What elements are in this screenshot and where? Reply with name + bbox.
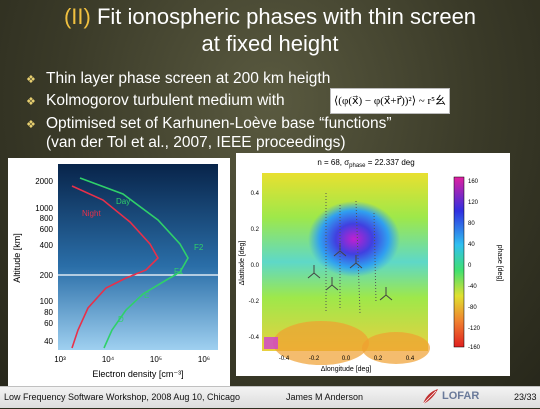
kolmogorov-formula: ⟨(φ(x⃗) − φ(x⃗+r⃗))²⟩ ~ r⁵⼳ (330, 88, 450, 114)
label-e: E (144, 291, 149, 300)
altitude-y-label: Altitude [km] (12, 233, 22, 283)
lon-tick: 0.0 (342, 356, 351, 362)
x-tick: 10⁶ (198, 355, 210, 364)
lon-axis-label: Δlongitude [deg] (321, 366, 372, 373)
footer-author: James M Anderson (286, 392, 364, 402)
footer-logo-text: LOFAR (442, 390, 480, 402)
colorbar-tick: 120 (468, 200, 479, 206)
colorbar-ticks: 160 120 80 40 0 -40 -80 -120 -160 (468, 179, 481, 351)
density-x-label: Electron density [cm⁻³] (92, 369, 183, 379)
colorbar-tick: 160 (468, 179, 479, 185)
colorbar-label: phase [deg] (496, 245, 503, 282)
bullet-citation: (van der Tol et al., 2007, IEEE proceedi… (46, 134, 346, 151)
lon-tick: -0.4 (279, 356, 290, 362)
y-tick: 2000 (35, 177, 53, 186)
map-orange-region (273, 321, 369, 365)
colorbar-tick: -80 (468, 305, 477, 311)
lat-tick: 0.0 (251, 263, 260, 269)
slide-footer: Low Frequency Software Workshop, 2008 Au… (0, 386, 540, 408)
lat-tick: -0.2 (249, 299, 260, 305)
colorbar-tick: -160 (468, 345, 481, 351)
map-corner-patch (264, 337, 278, 349)
lon-tick: 0.2 (374, 356, 383, 362)
label-f1: F1 (174, 267, 184, 276)
x-tick: 10⁴ (102, 355, 115, 364)
track-line (355, 200, 361, 314)
lat-tick: -0.4 (249, 335, 260, 341)
y-tick: 60 (44, 319, 53, 328)
colorbar-tick: 80 (468, 221, 475, 227)
colorbar-tick: 0 (468, 263, 472, 269)
phase-screen-map: n = 68, σphase = 22.337 deg 0.4 0.2 0.0 … (236, 153, 510, 376)
altitude-profile-svg: Day Night F2 F1 E D 2000 1000 800 600 40… (12, 164, 218, 379)
lon-tick: 0.4 (406, 356, 415, 362)
y-tick: 40 (44, 337, 53, 346)
phase-map-svg: n = 68, σphase = 22.337 deg 0.4 0.2 0.0 … (239, 158, 503, 373)
altitude-profile-plot: Day Night F2 F1 E D 2000 1000 800 600 40… (8, 158, 230, 386)
title-prefix: (II) (63, 4, 91, 29)
y-tick: 600 (40, 225, 54, 234)
bullet-text: Kolmogorov turbulent medium with (46, 92, 285, 109)
lat-ticks: 0.4 0.2 0.0 -0.2 -0.4 (249, 191, 260, 341)
phase-colorbar (453, 176, 465, 348)
lon-ticks: -0.4 -0.2 0.0 0.2 0.4 (279, 356, 415, 362)
station-marker-icon (325, 277, 339, 291)
phase-map-title: n = 68, σphase = 22.337 deg (317, 158, 414, 169)
night-profile-curve (71, 185, 159, 349)
footer-workshop: Low Frequency Software Workshop, 2008 Au… (4, 392, 240, 402)
bullet-text: Thin layer phase screen at 200 km heigth (46, 70, 331, 87)
lat-tick: 0.2 (251, 227, 260, 233)
y-tick: 800 (40, 214, 54, 223)
label-f2: F2 (194, 243, 204, 252)
footer-page-number: 23/33 (514, 392, 537, 402)
bullet-marker-icon: ❖ (26, 74, 36, 86)
slide-title-line1: (II) Fit ionospheric phases with thin sc… (0, 4, 540, 30)
bullet-text: Optimised set of Karhunen-Loève base “fu… (46, 115, 392, 132)
bullet-marker-icon: ❖ (26, 96, 36, 108)
altitude-y-ticks: 2000 1000 800 600 400 200 100 80 60 40 (35, 177, 53, 346)
label-d: D (118, 315, 124, 324)
slide-title-line2: at fixed height (201, 31, 339, 56)
station-marker-icon (379, 287, 393, 301)
source-tracks (325, 193, 377, 314)
y-tick: 100 (40, 297, 54, 306)
x-tick: 10³ (54, 355, 66, 364)
lat-tick: 0.4 (251, 191, 260, 197)
label-day: Day (116, 197, 130, 206)
lat-axis-label: Δlatitude [deg] (239, 241, 246, 286)
day-profile-curve (79, 177, 189, 349)
y-tick: 1000 (35, 204, 53, 213)
colorbar-tick: -120 (468, 326, 481, 332)
map-orange-region (362, 332, 430, 364)
station-marker-icon (349, 255, 363, 269)
colorbar-tick: -40 (468, 284, 477, 290)
title-text: Fit ionospheric phases with thin screen (96, 4, 477, 29)
lofar-leaf-icon (422, 389, 438, 405)
track-line (373, 212, 377, 304)
y-tick: 80 (44, 308, 53, 317)
map-phase-minimum (308, 201, 400, 277)
plot-area (58, 164, 218, 350)
y-tick: 400 (40, 241, 54, 250)
density-x-ticks: 10³ 10⁴ 10⁵ 10⁶ (54, 355, 210, 364)
station-markers (307, 243, 393, 301)
lon-tick: -0.2 (309, 356, 320, 362)
station-marker-icon (307, 265, 321, 279)
colorbar-tick: 40 (468, 242, 475, 248)
x-tick: 10⁵ (150, 355, 162, 364)
lofar-logo-icon (420, 387, 440, 409)
label-night: Night (82, 209, 101, 218)
y-tick: 200 (40, 271, 54, 280)
bullet-marker-icon: ❖ (26, 119, 36, 131)
